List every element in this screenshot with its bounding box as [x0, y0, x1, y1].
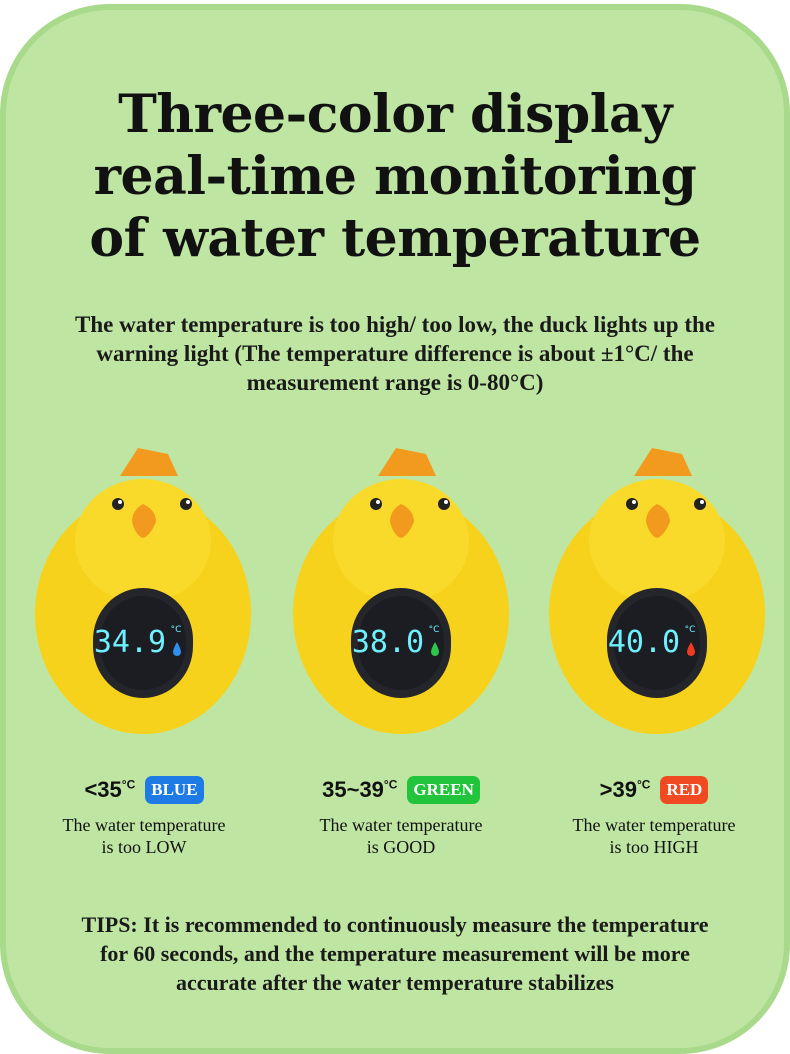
- page-title: Three-color display real-time monitoring…: [6, 84, 784, 270]
- range-description: The water temperature is too LOW: [62, 815, 226, 857]
- range-value: >39°C: [599, 777, 651, 802]
- range-high: >39°C RED The water temperature is too H…: [534, 776, 774, 858]
- tips-text: TIPS: It is recommended to continuously …: [81, 912, 709, 995]
- color-badge-green: GREEN: [407, 776, 480, 804]
- info-card: Three-color display real-time monitoring…: [0, 4, 790, 1054]
- range-value: 35~39°C: [322, 777, 398, 802]
- temp-reading: 34.9: [94, 625, 166, 660]
- title-line-3: of water temperature: [89, 208, 701, 269]
- svg-text:°C: °C: [685, 625, 696, 635]
- range-description: The water temperature is GOOD: [319, 815, 483, 857]
- drop-icon: [173, 642, 181, 656]
- subtitle: The water temperature is too high/ too l…: [75, 312, 715, 395]
- svg-text:°C: °C: [429, 625, 440, 635]
- temp-reading: 40.0: [608, 625, 680, 660]
- duck-thermometer-red: 40.0 °C: [542, 446, 772, 736]
- range-value: <35°C: [84, 777, 136, 802]
- range-low: <35°C BLUE The water temperature is too …: [24, 776, 264, 858]
- drop-icon: [431, 642, 439, 656]
- duck-thermometer-green: 38.0 °C: [286, 446, 516, 736]
- title-line-1: Three-color display: [118, 84, 672, 145]
- temp-reading: 38.0: [352, 625, 424, 660]
- drop-icon: [687, 642, 695, 656]
- svg-text:°C: °C: [171, 625, 182, 635]
- title-line-2: real-time monitoring: [93, 146, 697, 207]
- color-badge-red: RED: [660, 776, 709, 804]
- color-badge-blue: BLUE: [145, 776, 204, 804]
- duck-thermometer-blue: 34.9 °C: [28, 446, 258, 736]
- range-good: 35~39°C GREEN The water temperature is G…: [281, 776, 521, 858]
- range-description: The water temperature is too HIGH: [572, 815, 736, 857]
